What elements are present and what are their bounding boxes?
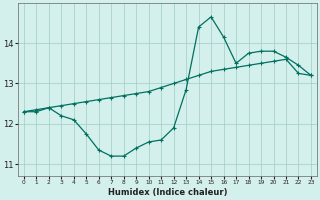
X-axis label: Humidex (Indice chaleur): Humidex (Indice chaleur): [108, 188, 227, 197]
